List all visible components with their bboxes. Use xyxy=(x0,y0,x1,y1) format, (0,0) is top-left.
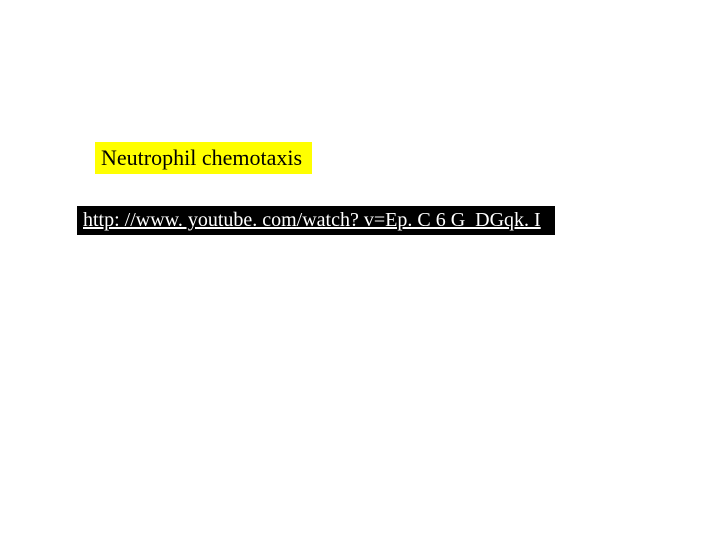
slide-title: Neutrophil chemotaxis xyxy=(95,142,312,174)
link-container: http: //www. youtube. com/watch? v=Ep. C… xyxy=(77,206,555,235)
youtube-link[interactable]: http: //www. youtube. com/watch? v=Ep. C… xyxy=(83,209,541,231)
